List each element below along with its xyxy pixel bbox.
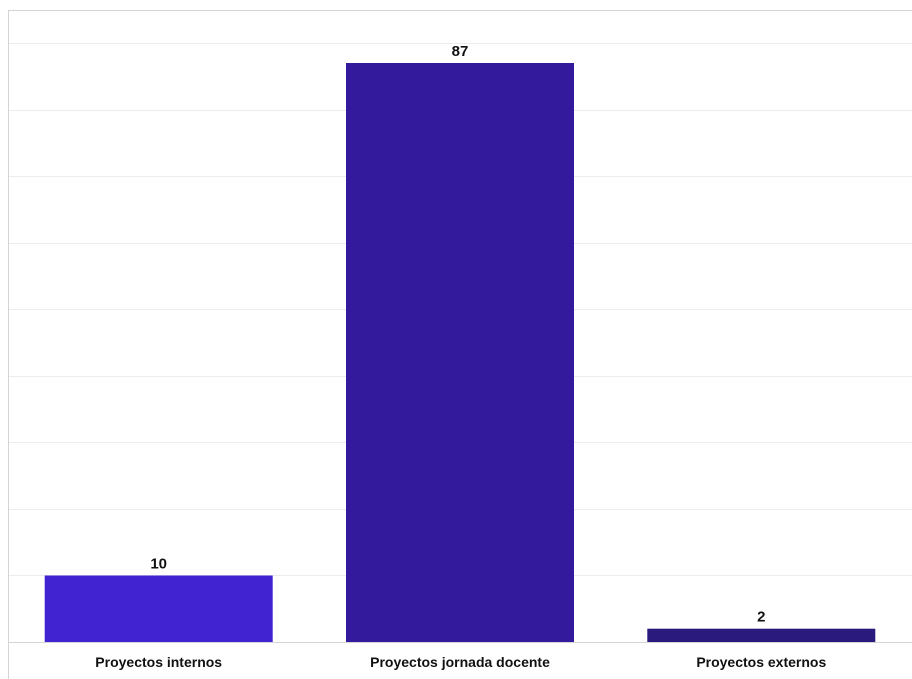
- category-label-0: Proyectos internos: [95, 654, 222, 670]
- value-label-2: 2: [757, 609, 765, 626]
- bar-2[interactable]: [647, 628, 876, 642]
- category-labels: Proyectos internos Proyectos jornada doce…: [95, 654, 826, 670]
- category-label-1: Proyectos jornada docente: [370, 654, 550, 670]
- value-label-0: 10: [150, 556, 167, 573]
- value-labels: 10 87 2: [150, 43, 765, 626]
- bars: [44, 63, 876, 643]
- category-label-2: Proyectos externos: [696, 654, 826, 670]
- value-label-1: 87: [452, 43, 469, 60]
- bar-1[interactable]: [346, 63, 574, 642]
- plot-frame: [8, 10, 912, 679]
- bar-0[interactable]: [44, 575, 273, 643]
